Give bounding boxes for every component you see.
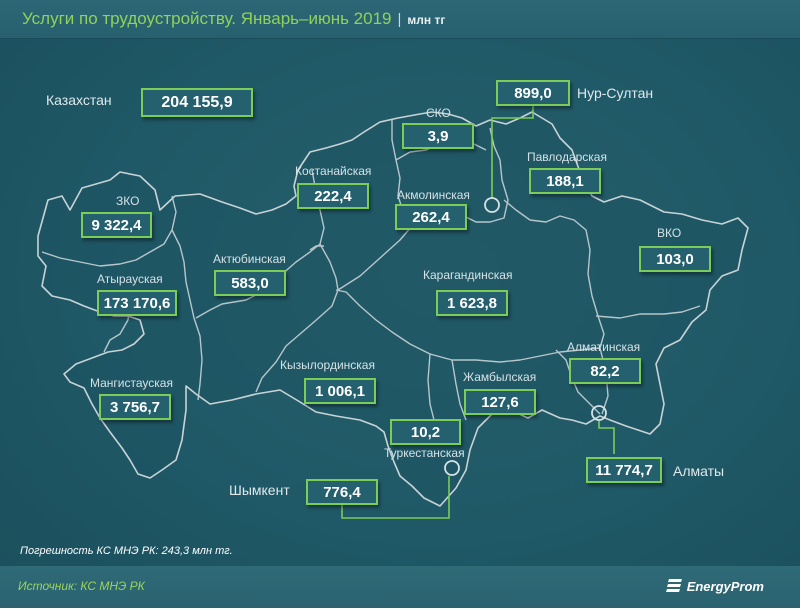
title-text: Услуги по трудоустройству. Январь–июнь 2…: [22, 9, 392, 28]
city-label-nur-sultan: Нур-Султан: [577, 85, 654, 101]
shymkent-marker-icon: [444, 460, 460, 476]
nur-sultan-connector: [491, 104, 534, 198]
city-label-shymkent: Шымкент: [229, 482, 290, 498]
region-value-almaty-region: 82,2: [569, 358, 641, 384]
region-value-aktobe: 583,0: [214, 270, 286, 296]
shymkent-connector: [341, 476, 450, 519]
region-value-mangistau: 3 756,7: [99, 394, 171, 420]
region-label-pavlodar: Павлодарская: [527, 150, 607, 164]
logo-text: EnergyProm: [686, 578, 764, 594]
region-label-karaganda: Карагандинская: [423, 268, 513, 282]
region-label-mangistau: Мангистауская: [90, 376, 173, 390]
region-label-kostanay: Костанайская: [295, 164, 372, 178]
region-value-pavlodar: 188,1: [529, 168, 601, 194]
region-value-zhambyl: 127,6: [464, 389, 536, 415]
region-value-zko: 9 322,4: [81, 212, 152, 238]
region-label-zhambyl: Жамбылская: [463, 370, 537, 384]
region-label-sko: СКО: [426, 106, 451, 120]
region-label-atyrau: Атырауская: [97, 272, 163, 286]
region-label-vko: ВКО: [657, 226, 682, 240]
region-label-almaty-region: Алматинская: [567, 340, 641, 354]
region-label-turkestan: Туркестанская: [384, 446, 465, 460]
source-text: Источник: КС МНЭ РК: [18, 579, 145, 593]
error-note: Погрешность КС МНЭ РК: 243,3 млн тг.: [20, 545, 233, 557]
total-label: Казахстан: [46, 92, 112, 108]
footer-bar: Источник: КС МНЭ РК EnergyProm: [0, 566, 800, 608]
energyprom-logo-icon: [665, 579, 682, 592]
region-value-vko: 103,0: [639, 246, 711, 272]
region-value-karaganda: 1 623,8: [436, 290, 508, 316]
region-label-akmola: Акмолинская: [397, 188, 470, 202]
region-label-kyzylorda: Кызылординская: [280, 358, 375, 372]
unit-label: млн тг: [407, 13, 446, 27]
energyprom-logo: EnergyProm: [665, 578, 764, 594]
city-value-nur-sultan: 899,0: [496, 80, 570, 106]
almaty-marker-icon: [591, 405, 607, 421]
region-value-kyzylorda: 1 006,1: [304, 378, 376, 404]
city-label-almaty: Алматы: [673, 463, 725, 479]
almaty-connector: [598, 420, 615, 454]
region-label-zko: ЗКО: [116, 194, 140, 208]
region-value-atyrau: 173 170,6: [97, 290, 177, 316]
nur-sultan-marker-icon: [484, 197, 500, 213]
header-bar: Услуги по трудоустройству. Январь–июнь 2…: [0, 0, 800, 39]
region-value-kostanay: 222,4: [297, 183, 369, 209]
region-value-akmola: 262,4: [395, 204, 467, 230]
page-title: Услуги по трудоустройству. Январь–июнь 2…: [22, 9, 445, 29]
region-value-turkestan: 10,2: [390, 419, 461, 445]
title-separator: |: [397, 11, 402, 28]
region-value-sko: 3,9: [402, 123, 474, 149]
region-label-aktobe: Актюбинская: [213, 252, 286, 266]
city-value-shymkent: 776,4: [306, 479, 378, 505]
total-value: 204 155,9: [141, 88, 253, 117]
country-outline: [37, 111, 749, 507]
city-value-almaty: 11 774,7: [586, 457, 662, 483]
